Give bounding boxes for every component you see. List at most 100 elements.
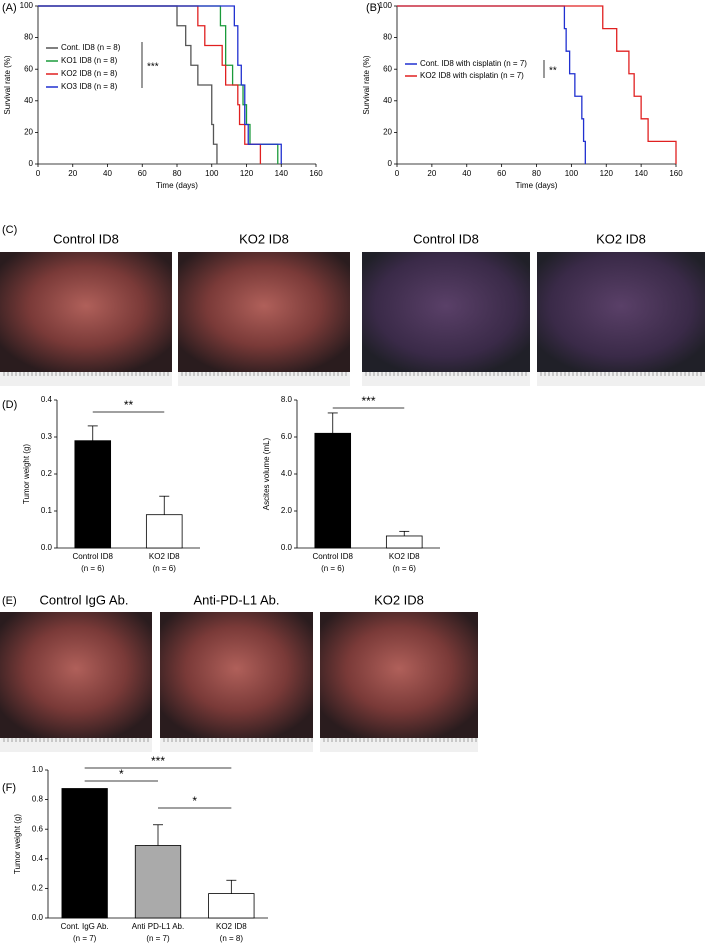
photo-caption: Control ID8 (53, 231, 119, 246)
survival-curve (38, 5, 282, 164)
x-tick-label: 20 (68, 169, 77, 178)
x-tick-label: 0 (36, 169, 41, 178)
panel-label: (C) (2, 224, 17, 236)
bar (208, 893, 255, 919)
x-tick-label: 100 (205, 169, 219, 178)
photo (537, 252, 705, 372)
x-tick-sublabel: (n = 6) (321, 564, 345, 573)
x-axis-label: Time (days) (156, 181, 198, 190)
panel-label: (D) (2, 399, 17, 411)
photo-ruler (537, 372, 705, 386)
x-tick-label: 160 (309, 169, 323, 178)
x-tick-label: 40 (462, 169, 471, 178)
legend-label: KO3 ID8 (n = 8) (61, 82, 118, 91)
x-tick-sublabel: (n = 8) (220, 934, 244, 943)
significance-label: *** (151, 754, 165, 768)
photo-ruler (362, 372, 530, 386)
significance-label: ** (549, 66, 557, 77)
photo (362, 252, 530, 372)
significance-label: *** (147, 62, 159, 73)
y-tick-label: 0.2 (32, 884, 44, 893)
panel-label: (F) (2, 782, 16, 794)
x-tick-label: 60 (138, 169, 147, 178)
photo-ruler (0, 372, 172, 386)
y-tick-label: 0.0 (281, 543, 293, 552)
y-tick-label: 0 (29, 159, 34, 168)
x-tick-label: 120 (240, 169, 254, 178)
y-tick-label: 0.2 (41, 469, 53, 478)
x-axis-label: Time (days) (516, 181, 558, 190)
y-tick-label: 4.0 (281, 469, 293, 478)
x-tick-label: 140 (275, 169, 289, 178)
y-axis-label: Survival rate (%) (3, 55, 12, 114)
photo (0, 252, 172, 372)
legend-label: Cont. ID8 (n = 8) (61, 43, 121, 52)
legend-label: KO2 ID8 with cisplatin (n = 7) (420, 71, 524, 80)
x-tick-label: 140 (634, 169, 648, 178)
y-tick-label: 0.4 (32, 854, 44, 863)
y-tick-label: 40 (24, 96, 33, 105)
x-tick-label: Anti PD-L1 Ab. (132, 922, 184, 931)
x-tick-label: KO2 ID8 (149, 552, 180, 561)
photo-ruler (0, 738, 152, 752)
photo-caption: Control ID8 (413, 231, 479, 246)
y-tick-label: 0.0 (32, 913, 44, 922)
y-tick-label: 100 (20, 1, 34, 10)
y-tick-label: 8.0 (281, 395, 293, 404)
bar (314, 432, 352, 549)
panel-label: (A) (2, 2, 17, 14)
panel-label: (E) (2, 595, 17, 607)
panel-label: (B) (366, 2, 381, 14)
photo-ruler (160, 738, 313, 752)
x-tick-label: 80 (173, 169, 182, 178)
y-tick-label: 0.8 (32, 795, 44, 804)
bar (61, 788, 108, 919)
photo-caption: KO2 ID8 (239, 231, 289, 246)
x-tick-sublabel: (n = 6) (153, 564, 177, 573)
y-tick-label: 0.3 (41, 432, 53, 441)
survival-curve (38, 5, 262, 164)
photo-caption: KO2 ID8 (374, 592, 424, 607)
y-tick-label: 0.4 (41, 395, 53, 404)
x-tick-label: 160 (669, 169, 683, 178)
y-tick-label: 0.1 (41, 506, 53, 515)
photo (160, 612, 313, 738)
x-tick-label: Control ID8 (73, 552, 114, 561)
y-axis-label: Survival rate (%) (362, 55, 371, 114)
x-tick-label: 80 (532, 169, 541, 178)
y-axis-label: Tumor weight (g) (13, 814, 22, 875)
photo-ruler (320, 738, 478, 752)
x-tick-label: Cont. IgG Ab. (61, 922, 109, 931)
significance-label: *** (361, 394, 375, 408)
x-tick-sublabel: (n = 6) (393, 564, 417, 573)
x-tick-label: KO2 ID8 (216, 922, 247, 931)
bar (145, 514, 183, 549)
survival-curve (397, 5, 586, 164)
y-tick-label: 60 (383, 64, 392, 73)
bar (134, 845, 182, 919)
y-tick-label: 6.0 (281, 432, 293, 441)
y-axis-label: Tumor weight (g) (22, 444, 31, 505)
x-tick-label: Control ID8 (313, 552, 354, 561)
photo (178, 252, 350, 372)
y-tick-label: 100 (379, 1, 393, 10)
x-tick-label: 40 (103, 169, 112, 178)
photo-ruler (178, 372, 350, 386)
bar (74, 440, 112, 549)
survival-curve (38, 5, 218, 164)
y-tick-label: 80 (383, 33, 392, 42)
photo (320, 612, 478, 738)
x-tick-label: KO2 ID8 (389, 552, 420, 561)
x-tick-label: 0 (395, 169, 400, 178)
y-tick-label: 20 (24, 128, 33, 137)
significance-label: * (119, 767, 124, 781)
y-tick-label: 60 (24, 64, 33, 73)
photo (0, 612, 152, 738)
y-tick-label: 40 (383, 96, 392, 105)
survival-curve (397, 5, 677, 164)
bar (385, 535, 423, 549)
photo-caption: Control IgG Ab. (40, 592, 129, 607)
x-tick-label: 120 (600, 169, 614, 178)
photo-caption: Anti-PD-L1 Ab. (194, 592, 280, 607)
